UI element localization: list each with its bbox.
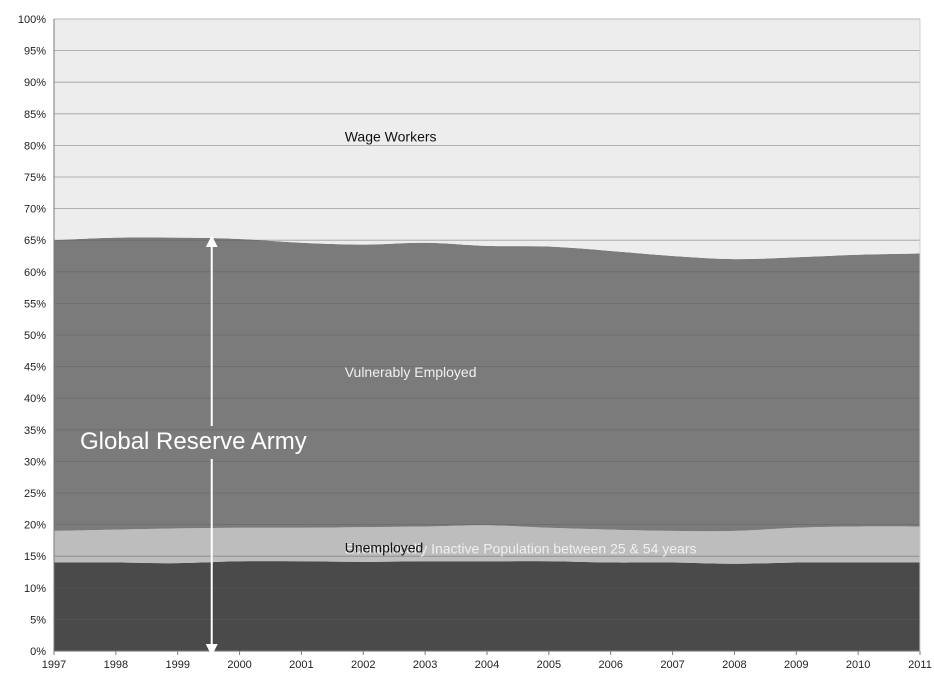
x-tick-label: 1999 (165, 659, 189, 671)
area-bands (54, 19, 920, 651)
y-tick-label: 45% (24, 362, 46, 374)
x-tick-label: 2003 (413, 659, 437, 671)
y-tick-label: 5% (30, 614, 46, 626)
y-tick-label: 25% (24, 488, 46, 500)
area-band-wage-workers (54, 19, 920, 260)
y-tick-label: 85% (24, 109, 46, 121)
y-tick-label: 65% (24, 235, 46, 247)
y-tick-label: 90% (24, 77, 46, 89)
annotation: Global Reserve Army (80, 235, 307, 656)
y-tick-label: 80% (24, 140, 46, 152)
y-tick-label: 40% (24, 393, 46, 405)
x-tick-label: 2008 (722, 659, 746, 671)
x-tick-label: 2010 (846, 659, 870, 671)
y-tick-label: 55% (24, 298, 46, 310)
y-tick-label: 75% (24, 172, 46, 184)
y-tick-label: 15% (24, 551, 46, 563)
y-tick-label: 10% (24, 583, 46, 595)
y-tick-label: 35% (24, 425, 46, 437)
x-tick-label: 2005 (537, 659, 561, 671)
x-tick-label: 2009 (784, 659, 808, 671)
y-tick-label: 95% (24, 46, 46, 58)
x-tick-label: 2011 (908, 659, 932, 671)
y-tick-label: 20% (24, 520, 46, 532)
y-tick-label: 60% (24, 267, 46, 279)
series-label-unemployed: Unemployed (345, 539, 424, 555)
series-label-vulnerably-employed: Vulnerably Employed (345, 364, 477, 380)
x-tick-label: 2007 (660, 659, 684, 671)
annotation-label: Global Reserve Army (80, 428, 307, 455)
y-tick-label: 30% (24, 456, 46, 468)
y-tick-label: 100% (18, 14, 46, 26)
x-tick-label: 2006 (598, 659, 622, 671)
y-tick-label: 0% (30, 646, 46, 658)
y-tick-label: 70% (24, 204, 46, 216)
x-tick-label: 2000 (227, 659, 251, 671)
axes: 0% 5% 10% 15% 20% 25% 30% 35% 40% 45% 50% 55% 60% 65%… (18, 14, 932, 671)
x-tick-label: 2004 (475, 659, 499, 671)
area-band-economically-inactive-population-between-25-54-years (54, 561, 920, 651)
series-label-wage-workers: Wage Workers (345, 128, 437, 144)
series-label-economically-inactive-population-between-25-54-years: Economically Inactive Population between… (345, 541, 697, 557)
x-tick-label: 2001 (289, 659, 313, 671)
x-tick-label: 1998 (104, 659, 128, 671)
y-tick-label: 50% (24, 330, 46, 342)
x-tick-label: 2002 (351, 659, 375, 671)
area-band-unemployed (54, 525, 920, 564)
x-tick-label: 1997 (42, 659, 66, 671)
area-band-vulnerably-employed (54, 237, 920, 532)
gridlines (54, 18, 920, 652)
series-labels: Economically Inactive Population between… (345, 128, 697, 556)
